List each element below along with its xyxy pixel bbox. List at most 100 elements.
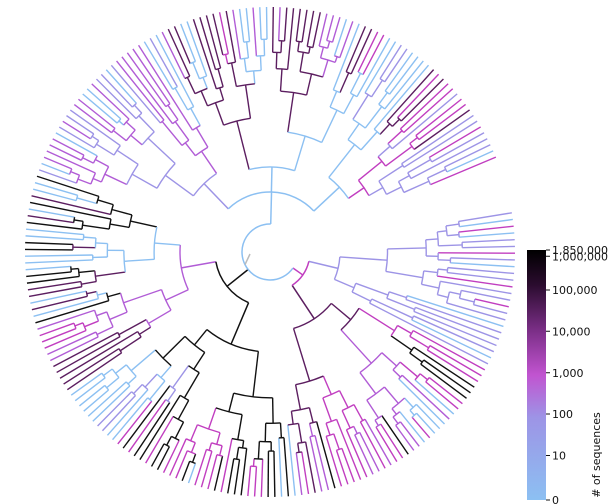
- tree-branch: [385, 270, 423, 279]
- tree-branch: [401, 114, 474, 165]
- tree-branch: [232, 9, 242, 60]
- tree-arc: [123, 118, 130, 126]
- tree-branch: [411, 416, 431, 439]
- tree-branch: [30, 290, 87, 304]
- tree-branch: [322, 59, 329, 78]
- tree-branch: [306, 10, 315, 47]
- tree-arc: [322, 390, 340, 399]
- tree-arc: [96, 196, 100, 204]
- tree-arc: [197, 424, 221, 434]
- tree-branch: [308, 46, 311, 54]
- tree-branch: [379, 44, 402, 80]
- tree-branch: [193, 352, 206, 370]
- tree-branch: [362, 34, 385, 75]
- tree-branch: [228, 393, 235, 412]
- colorbar-tick-label: 100,000: [552, 284, 598, 297]
- tree-branch: [116, 60, 165, 121]
- tree-branch: [325, 436, 343, 487]
- tree-branch: [384, 48, 408, 83]
- tree-branch: [426, 349, 479, 383]
- tree-branch: [364, 106, 383, 129]
- tree-branch: [162, 335, 186, 359]
- tree-arc: [414, 373, 421, 381]
- tree-branch: [304, 441, 316, 493]
- tree-arc: [378, 103, 386, 110]
- tree-branch: [293, 135, 306, 171]
- tree-branch: [81, 280, 97, 285]
- tree-branch: [447, 233, 460, 237]
- tree-arc: [401, 163, 405, 168]
- tree-arc: [93, 140, 100, 149]
- tree-arc: [185, 438, 196, 444]
- tree-arc: [141, 131, 155, 146]
- tree-arc: [457, 221, 461, 227]
- tree-branch: [132, 48, 171, 105]
- tree-branch: [359, 421, 386, 469]
- tree-branch: [59, 330, 139, 379]
- tree-branch: [287, 424, 296, 496]
- tree-branch: [353, 404, 364, 421]
- tree-arc: [345, 71, 352, 75]
- tree-branch: [252, 458, 255, 467]
- tree-branch: [444, 144, 491, 168]
- tree-branch: [214, 102, 225, 126]
- tree-branch: [128, 399, 167, 453]
- tree-branch: [216, 432, 221, 445]
- tree-branch: [123, 288, 162, 304]
- tree-arc: [309, 421, 317, 425]
- tree-branch: [74, 322, 84, 327]
- tree-branch: [25, 248, 73, 251]
- tree-branch: [78, 270, 95, 274]
- tree-branch: [126, 52, 167, 108]
- tree-branch: [207, 407, 217, 430]
- tree-branch: [70, 170, 80, 176]
- tree-branch: [240, 448, 248, 496]
- tree-branch: [208, 442, 213, 451]
- tree-branch: [200, 90, 209, 107]
- tree-branch: [244, 84, 252, 119]
- tree-branch: [445, 223, 460, 227]
- tree-branch: [105, 69, 137, 104]
- tree-branch: [415, 98, 462, 137]
- tree-arc: [223, 117, 251, 126]
- tree-branch: [279, 68, 283, 92]
- tree-branch: [374, 419, 379, 426]
- tree-branch: [181, 260, 217, 269]
- tree-arc: [199, 75, 207, 80]
- tree-arc: [231, 437, 244, 442]
- tree-arc: [428, 157, 433, 163]
- tree-branch: [213, 455, 224, 491]
- tree-branch: [379, 123, 391, 135]
- tree-branch: [437, 230, 447, 233]
- tree-arc: [108, 218, 112, 230]
- tree-branch: [356, 37, 391, 98]
- tree-branch: [334, 56, 338, 63]
- tree-arc: [154, 349, 172, 367]
- tree-branch: [308, 260, 339, 270]
- tree-arc: [117, 332, 121, 338]
- tree-branch: [286, 8, 295, 70]
- tree-arc: [106, 311, 114, 328]
- tree-branch: [437, 294, 449, 299]
- tree-branch: [330, 302, 352, 321]
- tree-branch: [186, 77, 196, 94]
- tree-branch: [50, 336, 99, 362]
- tree-branch: [77, 178, 92, 185]
- tree-branch: [87, 381, 127, 417]
- tree-branch: [387, 247, 427, 250]
- tree-branch: [459, 297, 475, 303]
- tree-arc: [333, 256, 341, 280]
- tree-arc: [240, 57, 249, 60]
- tree-arc: [378, 180, 388, 195]
- tree-arc: [77, 268, 80, 277]
- tree-branch: [225, 10, 237, 63]
- tree-branch: [202, 77, 208, 89]
- tree-branch: [173, 26, 191, 64]
- tree-branch: [218, 12, 229, 54]
- tree-branch: [339, 21, 354, 58]
- colorbar-tick-label: 0: [552, 494, 559, 504]
- tree-branch: [76, 197, 97, 205]
- tree-branch: [127, 375, 137, 385]
- tree-branch: [283, 437, 290, 497]
- tree-branch: [106, 376, 120, 389]
